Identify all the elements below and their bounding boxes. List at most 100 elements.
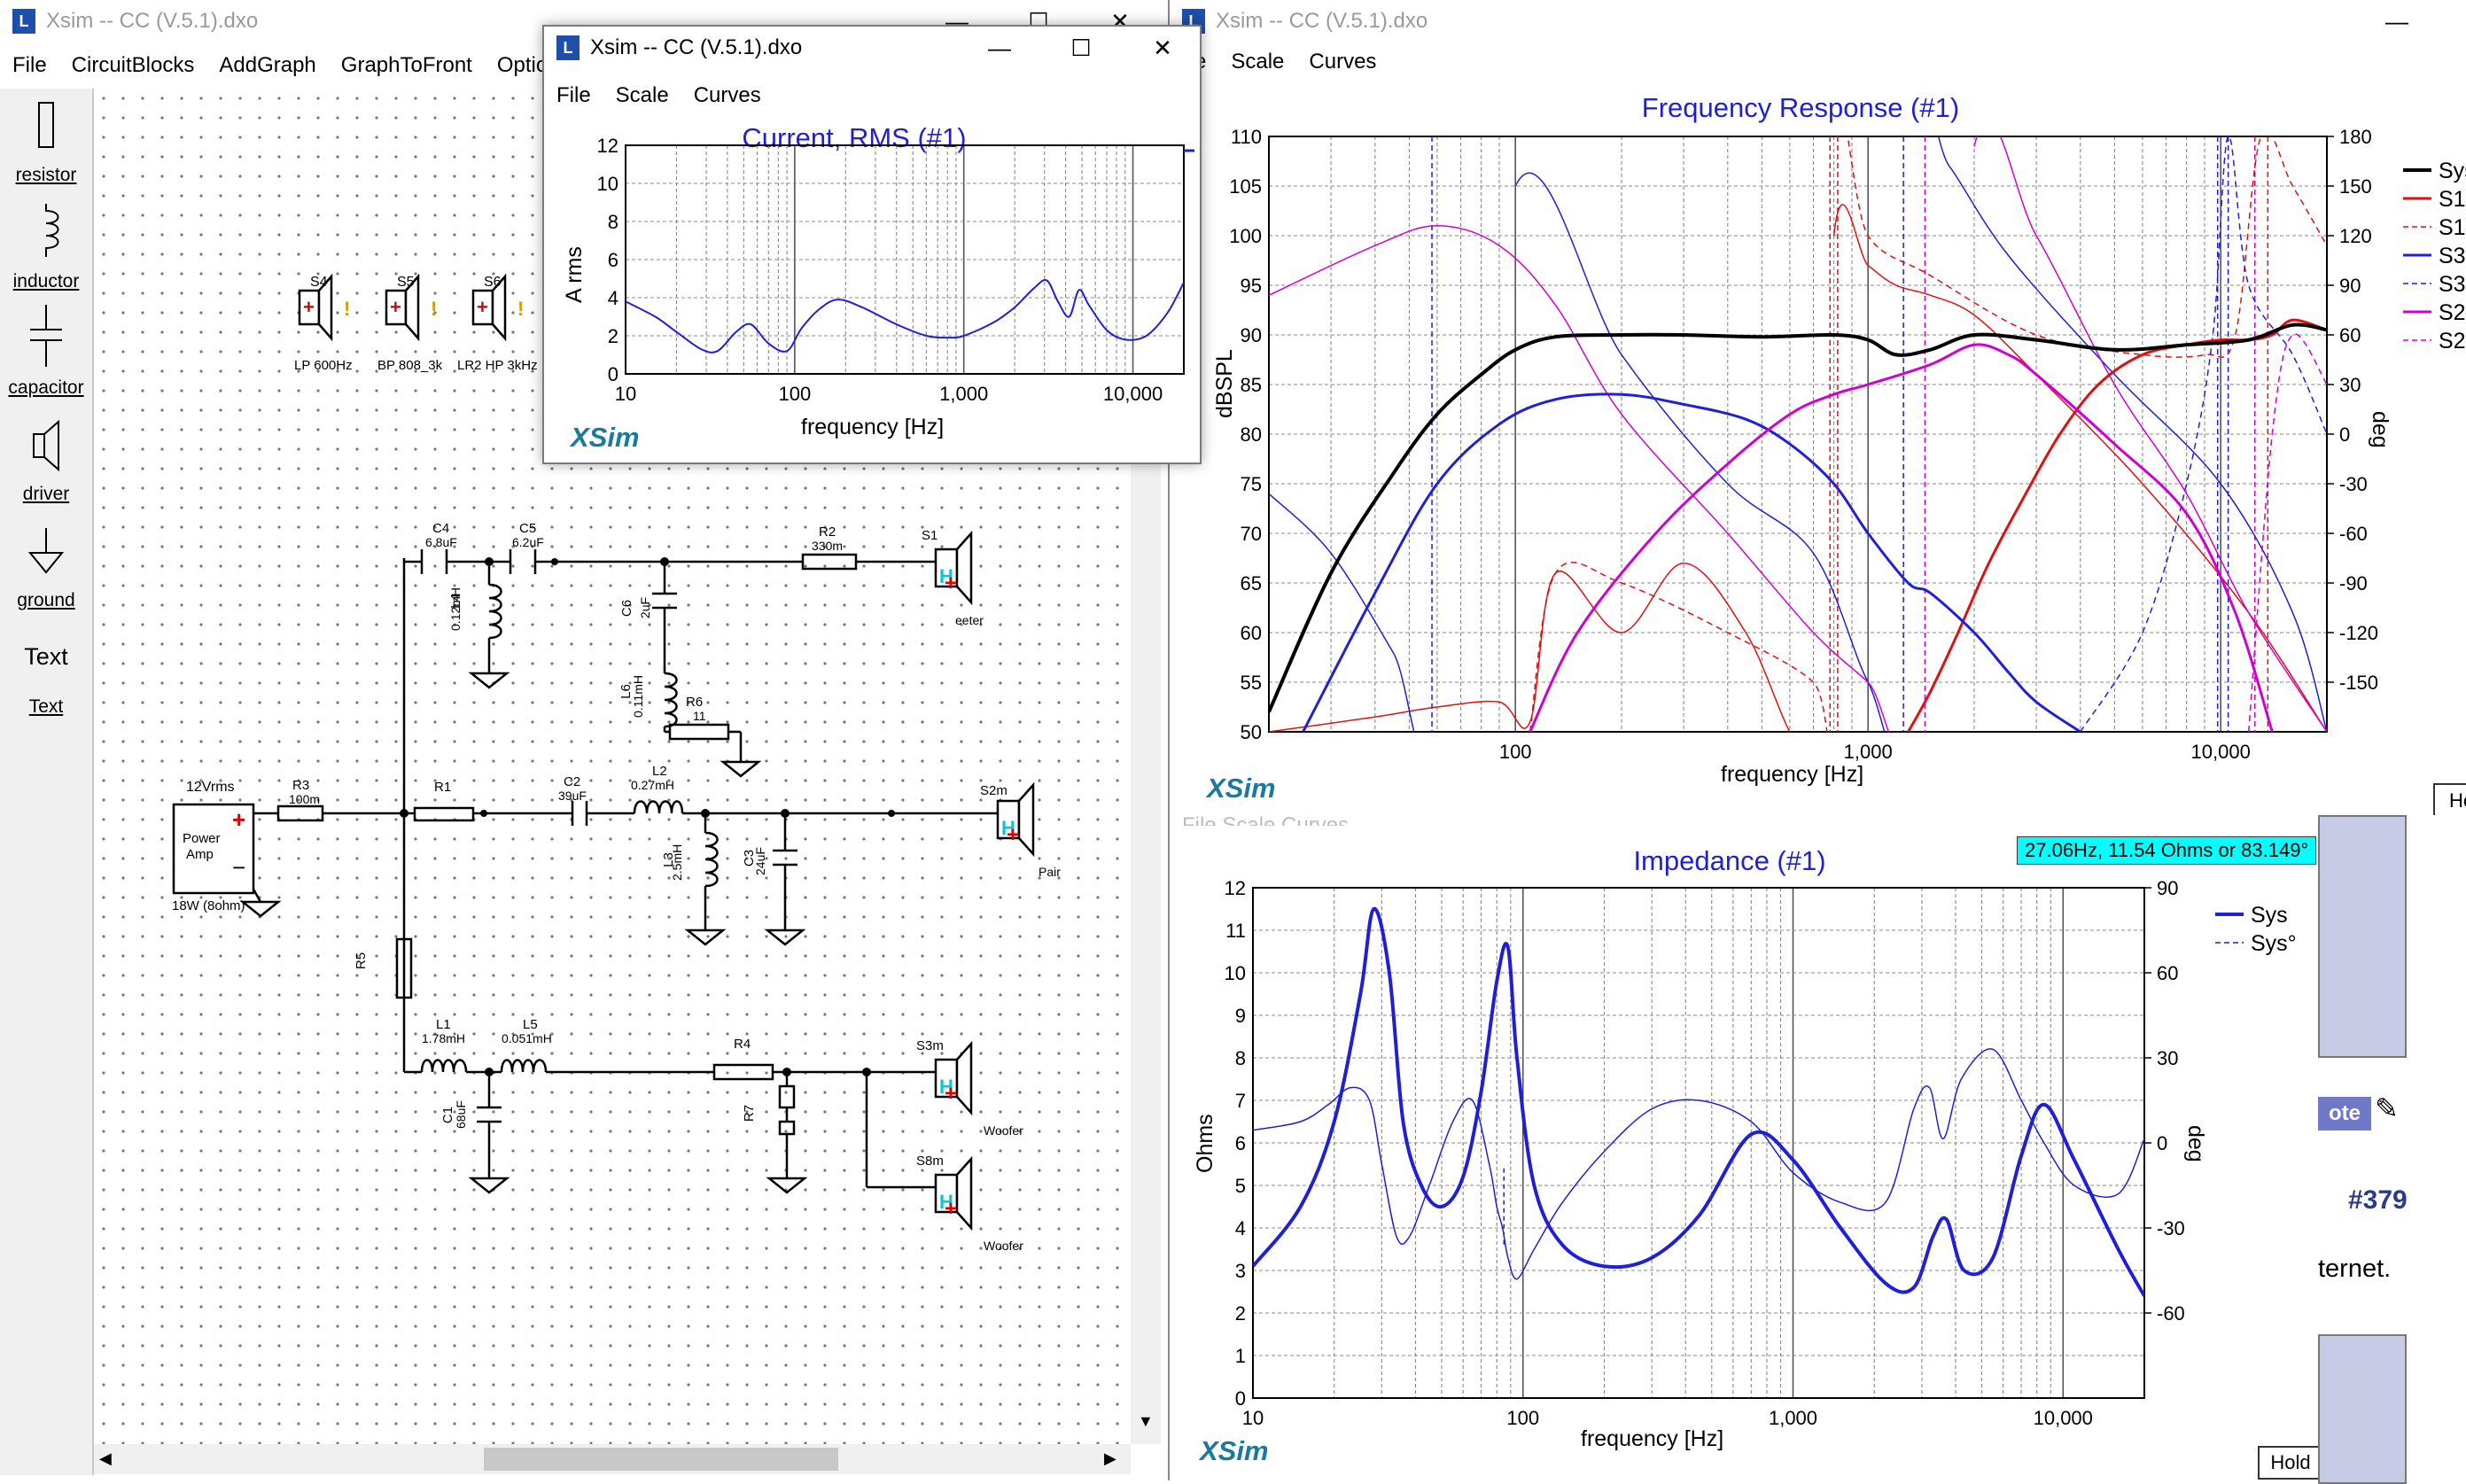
imp-graph-title: Impedance (#1) (1633, 845, 1826, 876)
fr-menubar: e Scale Curves (1182, 44, 2466, 80)
fr-y2tick-label: -30 (2339, 473, 2368, 495)
label-r6-value: 11 (693, 709, 706, 723)
minimize-icon[interactable]: — (2385, 7, 2408, 35)
fr-y2-axis-label: deg (2368, 411, 2392, 448)
canvas-horizontal-scrollbar[interactable]: ◀ ▶ (94, 1444, 1131, 1474)
scroll-down-icon[interactable]: ▼ (1138, 1412, 1154, 1430)
scroll-right-icon[interactable]: ▶ (1104, 1449, 1116, 1467)
vote-button[interactable]: ote (2318, 1097, 2371, 1130)
fr-window-title: Xsim -- CC (V.5.1).dxo (1216, 9, 1428, 33)
menu-addgraph[interactable]: AddGraph (219, 53, 316, 77)
current-xtick-label: 10,000 (1103, 383, 1163, 405)
block-s6-caption: LR2 HP 3kHz (457, 358, 538, 373)
ground-icon[interactable] (27, 526, 66, 579)
edit-icon[interactable]: ✎ (2375, 1092, 2399, 1124)
imp-xtick-label: 100 (1506, 1407, 1539, 1429)
current-menu-file[interactable]: File (556, 83, 591, 107)
fr-y2tick-label: -120 (2339, 622, 2378, 644)
label-c5: C5 (519, 521, 537, 536)
svg-text:!: ! (344, 298, 350, 320)
current-ytick-label: 2 (608, 325, 618, 347)
fr-y2tick-label: 0 (2339, 423, 2350, 446)
current-plot-area (626, 279, 1184, 354)
driver-icon[interactable] (27, 418, 66, 475)
current-menu-scale[interactable]: Scale (615, 83, 669, 107)
label-c4: C4 (432, 521, 450, 536)
fr-legend-label: S1° (2439, 215, 2466, 240)
svg-text:H: H (1001, 817, 1015, 839)
fr-menu-curves[interactable]: Curves (1309, 50, 1377, 74)
current-plot-frame (625, 144, 1185, 375)
fr-menu-scale[interactable]: Scale (1231, 50, 1285, 74)
palette-driver[interactable]: driver (22, 484, 70, 504)
menu-options[interactable]: Optio (496, 53, 548, 77)
fr-chart[interactable]: 50 55 60 65 70 75 80 85 90 95 100 105 110 100 1,000 10,… (1170, 0, 2466, 815)
current-x-axis-label: frequency [Hz] (801, 415, 945, 439)
minimize-icon[interactable]: — (988, 34, 1011, 61)
current-ytick-label: 6 (608, 249, 618, 271)
fr-xtick-label: 10,000 (2191, 741, 2251, 763)
imp-legend-label: Sys° (2251, 931, 2297, 956)
fr-series-line (1529, 343, 2274, 732)
block-s5-name: S5 (397, 275, 415, 290)
fr-legend-label: S2 (2439, 300, 2466, 325)
svg-text:!: ! (517, 298, 524, 320)
capacitor-icon[interactable] (27, 305, 66, 369)
label-l2: L2 (652, 764, 667, 779)
fr-ytick-label: 65 (1241, 572, 1262, 594)
palette-capacitor[interactable]: capacitor (8, 377, 84, 398)
text-icon[interactable]: Text (24, 643, 68, 670)
resistor-icon[interactable] (27, 99, 66, 152)
palette-inductor[interactable]: inductor (12, 271, 80, 291)
fr-series-line (1529, 136, 2327, 732)
fr-titlebar[interactable]: L Xsim -- CC (V.5.1).dxo (1170, 0, 2466, 43)
current-titlebar[interactable]: L Xsim -- CC (V.5.1).dxo (544, 27, 1200, 69)
block-s4-name: S4 (310, 275, 328, 290)
fr-hold-button[interactable]: Ho (2433, 783, 2466, 815)
label-r2: R2 (819, 524, 836, 540)
close-icon[interactable]: ✕ (1153, 34, 1172, 61)
svg-text:+: + (945, 1082, 957, 1106)
fr-y2tick-label: -150 (2339, 672, 2378, 694)
fr-ytick-label: 50 (1241, 721, 1262, 743)
imp-xtick-label: 1,000 (1769, 1407, 1817, 1429)
menu-graphtofront[interactable]: GraphToFront (340, 53, 472, 77)
palette-resistor[interactable]: resistor (15, 165, 77, 185)
svg-text:+: + (390, 296, 401, 318)
maximize-icon[interactable]: ☐ (1070, 34, 1092, 61)
fr-series-line (1269, 204, 2327, 732)
label-s2m: S2m (980, 783, 1007, 798)
current-chart[interactable]: 0 2 4 6 8 10 12 10 100 1,000 10,000 R3 (544, 27, 1202, 464)
scroll-left-icon[interactable]: ◀ (99, 1449, 112, 1467)
xsim-app-icon: L (12, 9, 35, 34)
fr-series-line (1269, 136, 2327, 732)
current-ytick-label: 12 (597, 135, 618, 157)
imp-menubar-ghost: File Scale Curves (1182, 815, 1349, 826)
scroll-thumb[interactable] (484, 1448, 838, 1471)
label-c6: C6 (619, 599, 635, 618)
imp-y2tick-label: -60 (2157, 1302, 2185, 1325)
label-r7: R7 (742, 1104, 758, 1123)
imp-series-line (1253, 1048, 2144, 1280)
fr-y2tick-label: 90 (2339, 275, 2361, 297)
fr-y-axis-label: dBSPL (1212, 349, 1237, 418)
menu-circuitblocks[interactable]: CircuitBlocks (71, 53, 195, 77)
label-r2-value: 330m (812, 539, 844, 553)
palette-text[interactable]: Text (28, 696, 64, 717)
fr-series-line (1269, 322, 2327, 713)
svg-text:+: + (477, 296, 488, 318)
label-r3-value: 100m (289, 792, 321, 806)
inductor-icon[interactable] (27, 202, 66, 259)
fr-y2tick-label: -90 (2339, 572, 2368, 594)
fr-ytick-label: 70 (1241, 523, 1262, 545)
label-woofer-2: Woofer (984, 1239, 1023, 1253)
imp-y2tick-label: 60 (2157, 962, 2178, 984)
menu-file[interactable]: File (12, 53, 47, 77)
current-menu-curves[interactable]: Curves (693, 83, 761, 107)
post-number[interactable]: #379 (2348, 1185, 2408, 1215)
fr-series-line (1269, 136, 2327, 732)
palette-ground[interactable]: ground (17, 590, 75, 610)
imp-ytick-label: 8 (1235, 1047, 1246, 1069)
imp-hold-button[interactable]: Hold (2258, 1446, 2318, 1480)
